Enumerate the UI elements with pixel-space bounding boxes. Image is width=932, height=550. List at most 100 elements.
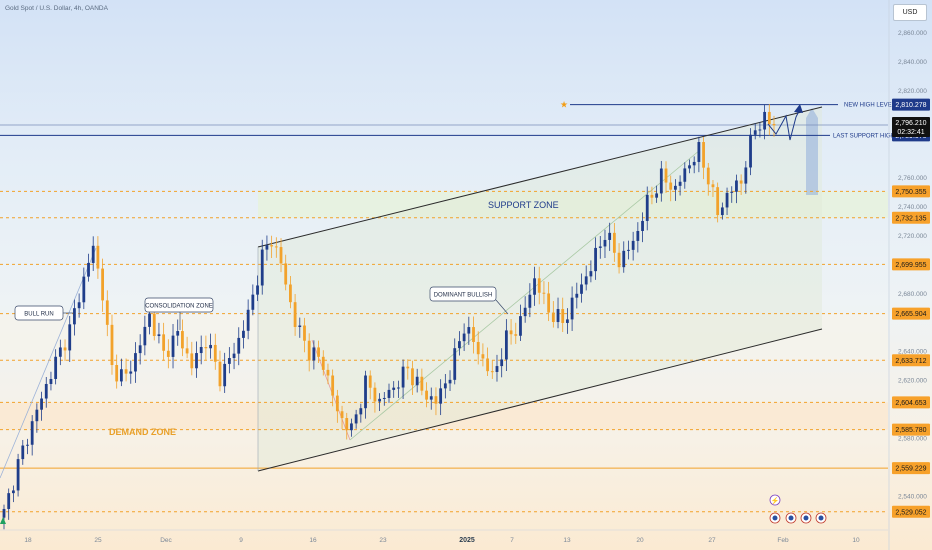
candle-body bbox=[7, 493, 11, 509]
candle-body bbox=[641, 220, 644, 231]
trend-channel bbox=[0, 106, 823, 479]
candle-body bbox=[411, 368, 414, 386]
candle-body bbox=[368, 375, 372, 388]
candle-body bbox=[490, 371, 494, 373]
candle-body bbox=[645, 194, 649, 221]
price-tick-label: 2,580.000 bbox=[898, 436, 927, 443]
candle-body bbox=[354, 414, 358, 424]
candle-body bbox=[246, 309, 250, 331]
candle-body bbox=[486, 358, 489, 372]
consolidation-callout-box bbox=[144, 297, 214, 313]
candle-body bbox=[321, 356, 325, 370]
price-levels-layer bbox=[0, 104, 888, 513]
candle-body bbox=[495, 366, 499, 372]
last-price-label: 2,796.210 bbox=[895, 120, 926, 127]
price-tag-label: 2,732.135 bbox=[895, 215, 926, 222]
candle-body bbox=[35, 409, 39, 422]
candle-body bbox=[199, 347, 203, 354]
event-lightning-icon bbox=[769, 494, 781, 506]
last-support-label: LAST SUPPORT HIGH bbox=[833, 133, 895, 139]
candle-body bbox=[476, 341, 480, 355]
candle-body bbox=[504, 330, 508, 360]
channel-lower-line bbox=[257, 328, 823, 472]
candle-body bbox=[185, 348, 189, 354]
price-tick-label: 2,620.000 bbox=[898, 378, 927, 385]
price-tag bbox=[892, 396, 930, 409]
price-tag-label: 2,665.904 bbox=[895, 311, 926, 318]
price-tag-label: 2,750.355 bbox=[895, 189, 926, 196]
price-tick-label: 2,820.000 bbox=[898, 88, 927, 95]
price-tag bbox=[892, 211, 930, 224]
currency-button[interactable]: USD bbox=[893, 4, 927, 21]
bull-run-callout: BULL RUN bbox=[24, 312, 53, 318]
candle-body bbox=[519, 316, 522, 336]
candle-body bbox=[77, 302, 81, 309]
price-tag-label: 2,604.653 bbox=[895, 400, 926, 407]
candle-body bbox=[711, 184, 715, 188]
candle-body bbox=[561, 309, 565, 323]
candle-body bbox=[580, 284, 583, 294]
time-tick-label: 27 bbox=[708, 537, 716, 544]
candle-body bbox=[589, 271, 593, 277]
candle-body bbox=[364, 375, 367, 409]
time-tick-label: Dec bbox=[160, 537, 172, 544]
price-tick-label: 2,680.000 bbox=[898, 291, 927, 298]
candle-body bbox=[227, 358, 231, 364]
price-tag bbox=[892, 423, 930, 436]
candle-body bbox=[434, 396, 438, 404]
candle-body bbox=[622, 250, 626, 268]
candle-body bbox=[448, 379, 452, 384]
candle-body bbox=[753, 130, 757, 135]
candle-body bbox=[335, 395, 339, 412]
candle-body bbox=[617, 252, 621, 268]
candle-body bbox=[289, 284, 292, 303]
candle-body bbox=[655, 193, 659, 198]
candle-body bbox=[458, 341, 461, 349]
candle-body bbox=[396, 387, 400, 389]
candle-body bbox=[603, 239, 607, 247]
candle-body bbox=[359, 408, 363, 415]
price-tag bbox=[892, 185, 930, 198]
candle-body bbox=[213, 344, 217, 362]
candle-body bbox=[594, 247, 597, 272]
candle-body bbox=[763, 111, 767, 130]
time-tick-label: 20 bbox=[636, 537, 644, 544]
candle-body bbox=[584, 276, 588, 285]
candle-body bbox=[720, 207, 724, 216]
candle-body bbox=[453, 348, 457, 380]
candle-body bbox=[429, 396, 433, 400]
candle-body bbox=[472, 327, 475, 342]
candle-body bbox=[725, 192, 729, 208]
candle-body bbox=[598, 246, 602, 248]
candle-body bbox=[49, 378, 53, 384]
candle-body bbox=[157, 334, 161, 337]
candle-body bbox=[209, 344, 212, 349]
candle-body bbox=[87, 262, 90, 277]
flag-core-icon bbox=[772, 515, 778, 521]
candle-body bbox=[265, 245, 269, 250]
candle-body bbox=[82, 276, 86, 303]
candle-body bbox=[237, 337, 241, 354]
candle-body bbox=[542, 292, 546, 294]
time-axis: 18 25 Dec 9 16 23 2025 7 13 20 27 Feb 10 bbox=[0, 529, 888, 544]
candle-body bbox=[91, 245, 95, 263]
price-tag bbox=[892, 354, 930, 367]
price-tick-label: 2,840.000 bbox=[898, 59, 927, 66]
candle-body bbox=[143, 326, 147, 346]
candle-body bbox=[674, 185, 677, 190]
candle-body bbox=[500, 359, 504, 367]
candle-body bbox=[462, 333, 466, 342]
candle-body bbox=[688, 165, 691, 169]
channel-upper-line bbox=[257, 106, 823, 248]
candle-body bbox=[551, 312, 555, 323]
candle-body bbox=[420, 376, 424, 391]
candle-body bbox=[152, 313, 156, 337]
candle-body bbox=[702, 142, 705, 168]
candle-body bbox=[190, 353, 194, 369]
candle-body bbox=[2, 508, 6, 518]
start-marker-icon bbox=[0, 517, 6, 524]
flag-core-icon bbox=[803, 515, 809, 521]
dominant-bullish-callout-box bbox=[429, 286, 497, 302]
candle-body bbox=[21, 445, 25, 460]
